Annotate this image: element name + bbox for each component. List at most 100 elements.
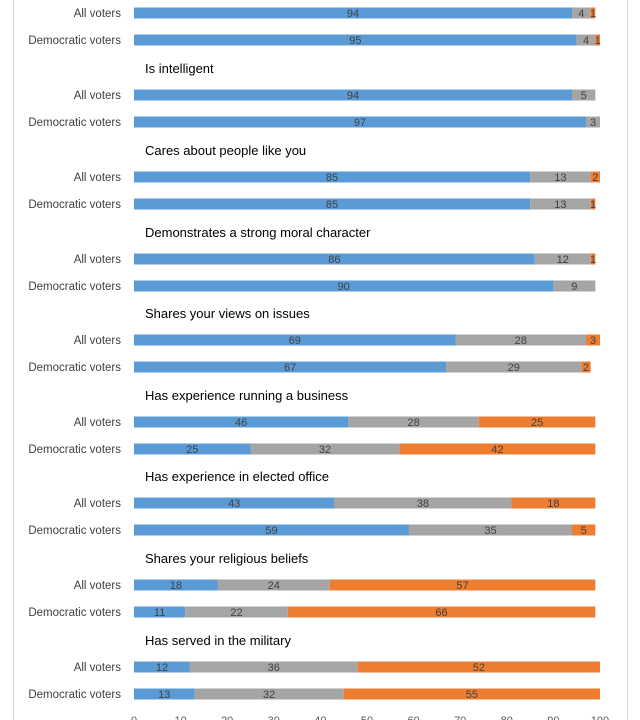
bar-segment (134, 34, 577, 46)
group-title: Is intelligent (145, 61, 214, 76)
row-label: All voters (74, 580, 122, 592)
data-label: 94 (347, 90, 359, 102)
data-label: 18 (547, 498, 559, 510)
data-label: 4 (578, 8, 584, 20)
right-border (627, 0, 628, 720)
bar-segment (185, 606, 288, 618)
bar-segment (134, 688, 195, 700)
bar-segment (590, 171, 600, 183)
data-label: 57 (456, 580, 468, 592)
row-label: Democratic voters (28, 117, 121, 129)
group-title: Demonstrates a strong moral character (145, 225, 371, 240)
data-label: 12 (156, 662, 168, 674)
bar-segment (595, 34, 600, 46)
bar-segment (134, 253, 535, 265)
data-label: 35 (484, 525, 496, 537)
bar-segment (194, 688, 344, 700)
bar-segment (446, 361, 582, 373)
data-label: 24 (268, 580, 280, 592)
data-label: 18 (170, 580, 182, 592)
bar-segment (134, 334, 456, 346)
data-label: 97 (354, 117, 366, 129)
bar-segment (250, 443, 400, 455)
data-label: 28 (407, 417, 419, 429)
row-label: Democratic voters (28, 35, 121, 47)
bar-segment (134, 606, 186, 618)
bar-segment (134, 89, 573, 101)
bar-segment (572, 7, 591, 19)
x-tick-label: 40 (314, 715, 326, 720)
x-tick-label: 30 (268, 715, 280, 720)
x-tick-label: 100 (591, 715, 609, 720)
data-label: 38 (417, 498, 429, 510)
bar-segment (134, 497, 335, 509)
bar-segment (217, 579, 330, 591)
bar-segment (357, 661, 600, 673)
bar-segment (348, 416, 479, 428)
row-label: All voters (74, 498, 122, 510)
data-label: 59 (265, 525, 277, 537)
row-label: Democratic voters (28, 607, 121, 619)
bar-segment (134, 116, 587, 128)
data-label: 2 (592, 172, 598, 184)
data-label: 86 (328, 254, 340, 266)
bar-segment (287, 606, 596, 618)
bar-segment (134, 7, 573, 19)
data-label: 9 (571, 281, 577, 293)
left-border (13, 0, 14, 720)
x-tick-label: 60 (407, 715, 419, 720)
data-label: 29 (508, 362, 520, 374)
row-label: All voters (74, 417, 122, 429)
bar-segment (572, 524, 596, 536)
data-label: 1 (590, 8, 596, 20)
data-label: 25 (531, 417, 543, 429)
bar-segment (189, 661, 358, 673)
row-label: Democratic voters (28, 444, 121, 456)
group-title: Shares your views on issues (145, 306, 310, 321)
data-label: 5 (581, 90, 587, 102)
group-title: Has experience running a business (145, 388, 349, 403)
data-label: 36 (268, 662, 280, 674)
data-label: 55 (466, 689, 478, 701)
bar-segment (134, 361, 447, 373)
x-tick-label: 50 (361, 715, 373, 720)
data-label: 13 (554, 172, 566, 184)
data-label: 43 (228, 498, 240, 510)
bar-segment (134, 198, 531, 210)
row-label: Democratic voters (28, 689, 121, 701)
data-label: 4 (583, 35, 589, 47)
data-label: 1 (590, 254, 596, 266)
data-label: 67 (284, 362, 296, 374)
bar-segment (530, 171, 591, 183)
x-tick-label: 90 (547, 715, 559, 720)
row-label: Democratic voters (28, 281, 121, 293)
data-label: 32 (319, 444, 331, 456)
row-label: All voters (74, 335, 122, 347)
bar-segment (334, 497, 512, 509)
data-label: 12 (557, 254, 569, 266)
bar-segment (534, 253, 591, 265)
bar-segment (455, 334, 587, 346)
data-label: 3 (590, 335, 596, 347)
bar-segment (478, 416, 596, 428)
bar-segment (343, 688, 600, 700)
bar-segment (576, 34, 596, 46)
bar-segment (511, 497, 596, 509)
bar-segment (586, 334, 600, 346)
data-label: 90 (338, 281, 350, 293)
group-title: Cares about people like you (145, 143, 306, 158)
data-label: 85 (326, 172, 338, 184)
x-tick-label: 0 (131, 715, 137, 720)
data-label: 28 (515, 335, 527, 347)
x-tick-label: 10 (174, 715, 186, 720)
x-tick-label: 80 (501, 715, 513, 720)
x-tick-label: 20 (221, 715, 233, 720)
bar-segment (134, 661, 190, 673)
data-label: 11 (154, 607, 165, 619)
bar-segment (408, 524, 573, 536)
data-label: 13 (158, 689, 170, 701)
data-label: 85 (326, 199, 338, 211)
x-tick-label: 70 (454, 715, 466, 720)
group-title: Has experience in elected office (145, 469, 329, 484)
